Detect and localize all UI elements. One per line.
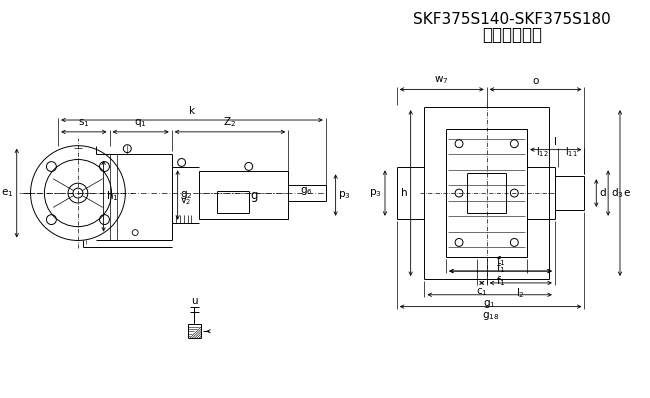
- Text: f$_1$: f$_1$: [496, 261, 506, 275]
- Text: g$_{18}$: g$_{18}$: [482, 310, 499, 322]
- Text: e: e: [623, 188, 629, 198]
- Text: p$_3$: p$_3$: [369, 187, 382, 199]
- Text: l$_2$: l$_2$: [516, 286, 525, 300]
- Text: f$_1$: f$_1$: [496, 254, 506, 268]
- Text: o: o: [532, 76, 539, 86]
- Text: d: d: [599, 188, 606, 198]
- Text: SKF375S140-SKF375S180: SKF375S140-SKF375S180: [413, 12, 611, 27]
- Text: d$_3$: d$_3$: [611, 186, 624, 200]
- Text: 法兰式组合型: 法兰式组合型: [482, 26, 542, 44]
- Text: g$_1$: g$_1$: [484, 298, 496, 310]
- Text: e$_1$: e$_1$: [1, 187, 14, 199]
- Text: f$_1$: f$_1$: [496, 274, 506, 288]
- Text: c$_1$: c$_1$: [476, 286, 488, 298]
- Text: k: k: [189, 106, 195, 116]
- Text: g$_6$: g$_6$: [300, 185, 313, 197]
- Text: h: h: [401, 188, 408, 198]
- Text: g: g: [250, 189, 257, 201]
- Bar: [200, 172, 288, 219]
- Text: w$_7$: w$_7$: [434, 75, 449, 86]
- Text: l$_{11}$: l$_{11}$: [565, 145, 577, 158]
- Text: l: l: [554, 137, 557, 147]
- Text: v$_2$: v$_2$: [180, 195, 191, 207]
- Text: Z$_2$: Z$_2$: [224, 115, 237, 129]
- Text: g$_2$: g$_2$: [179, 189, 192, 201]
- Text: u: u: [191, 296, 198, 306]
- Text: p$_3$: p$_3$: [337, 189, 350, 201]
- Text: l$_{12}$: l$_{12}$: [536, 145, 549, 158]
- Text: s$_1$: s$_1$: [78, 117, 90, 129]
- Text: q$_1$: q$_1$: [135, 117, 147, 129]
- Text: h$_1$: h$_1$: [105, 189, 118, 203]
